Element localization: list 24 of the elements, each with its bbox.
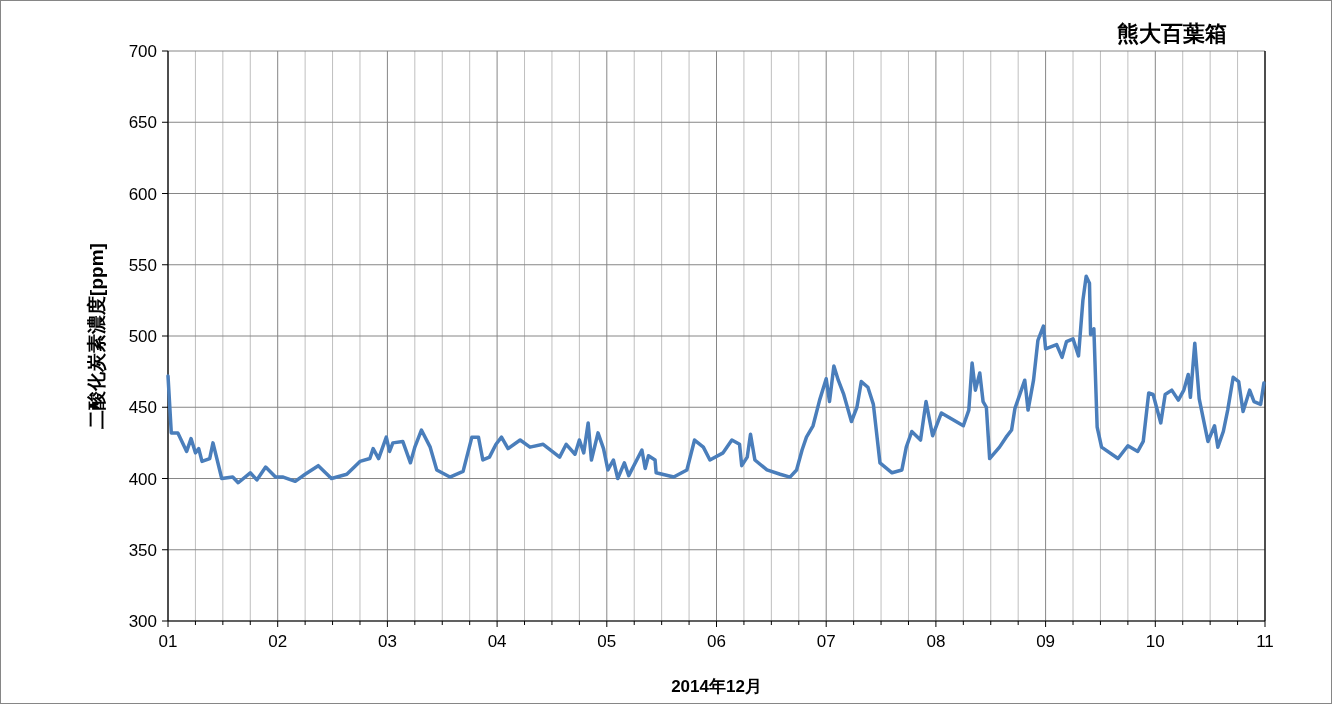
x-tick-label: 10 bbox=[1145, 632, 1165, 651]
x-tick-label: 03 bbox=[377, 632, 397, 651]
x-tick-label: 02 bbox=[268, 632, 288, 651]
x-axis-title: 2014年12月 bbox=[671, 677, 762, 696]
y-tick-label: 650 bbox=[128, 113, 157, 133]
y-tick-label: 350 bbox=[128, 540, 157, 560]
y-tick-label: 600 bbox=[128, 184, 157, 204]
x-tick-label: 01 bbox=[158, 632, 178, 651]
y-tick-label: 700 bbox=[128, 42, 157, 61]
x-tick-label: 05 bbox=[597, 632, 617, 651]
y-tick-label: 400 bbox=[128, 469, 157, 489]
x-tick-label: 06 bbox=[707, 632, 726, 651]
x-tick-label: 09 bbox=[1036, 632, 1056, 651]
x-tick-label: 11 bbox=[1256, 632, 1274, 651]
y-tick-label: 450 bbox=[128, 398, 157, 418]
x-tick-label: 07 bbox=[816, 632, 836, 651]
y-tick-label: 550 bbox=[128, 255, 157, 275]
x-tick-label: 08 bbox=[926, 632, 946, 651]
y-tick-label: 500 bbox=[128, 327, 157, 346]
y-tick-label: 300 bbox=[128, 612, 157, 631]
line-series bbox=[166, 274, 1266, 485]
x-tick-label: 04 bbox=[487, 632, 507, 651]
y-axis-title: 二酸化炭素濃度[ppm] bbox=[86, 243, 107, 429]
chart-title: 熊大百葉箱 bbox=[1117, 21, 1227, 46]
